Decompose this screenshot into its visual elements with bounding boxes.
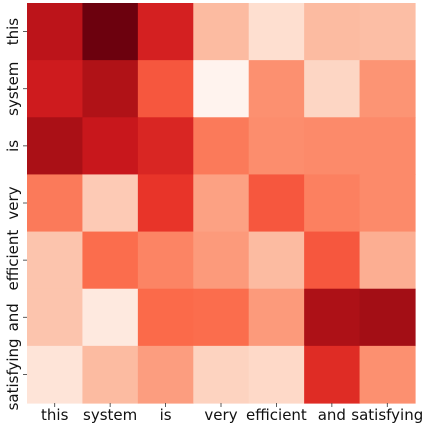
heatmap-cell-this-is [137,3,194,61]
heatmap-cell-very-is [137,174,194,233]
x-tick-label: very [204,406,237,424]
heatmap-cell-this-this [27,3,84,61]
heatmap-cell-system-is [137,60,194,118]
heatmap-cell-is-this [27,117,84,176]
heatmap-cell-efficient-is [137,231,194,290]
heatmap-cell-very-satisfying [359,174,416,233]
heatmap-cell-satisfying-this [27,345,84,404]
heatmap-cell-very-this [27,174,84,233]
heatmap-cell-and-this [27,288,84,347]
x-tick-label: this [41,406,69,424]
heatmap-cell-very-efficient [248,174,305,233]
heatmap-cell-efficient-efficient [248,231,305,290]
x-tick-label: is [160,406,172,424]
heatmap-cell-and-is [137,288,194,347]
y-tick-label: this [4,18,22,46]
x-tick-label: and [318,406,346,424]
x-tick-label: satisfying [351,406,422,424]
heatmap-cell-is-is [137,117,194,176]
heatmap-cell-system-and [304,60,361,118]
heatmap-cell-and-very [193,288,250,347]
heatmap-cell-system-system [82,60,139,118]
x-axis-ticks: this system is very efficient and satisfying [41,403,422,424]
heatmap-cell-efficient-and [304,231,361,290]
y-tick-label: very [4,186,22,219]
heatmap-cell-system-very [193,60,250,118]
heatmap-cell-this-system [82,3,139,61]
heatmap-cell-satisfying-system [82,345,139,404]
heatmap-cell-system-efficient [248,60,305,118]
heatmap-cell-efficient-system [82,231,139,290]
heatmap-cell-very-system [82,174,139,233]
y-axis-ticks: this system is very efficient and satisfying [4,18,27,410]
heatmap-cells [27,3,416,404]
heatmap-cell-is-system [82,117,139,176]
heatmap-cell-very-very [193,174,250,233]
heatmap-cell-efficient-satisfying [359,231,416,290]
heatmap-cell-is-satisfying [359,117,416,176]
heatmap-cell-is-and [304,117,361,176]
heatmap-cell-and-efficient [248,288,305,347]
heatmap-cell-satisfying-and [304,345,361,404]
heatmap-cell-very-and [304,174,361,233]
y-tick-label: efficient [4,230,22,291]
x-tick-label: system [83,406,137,424]
y-tick-label: satisfying [4,338,22,410]
heatmap-cell-efficient-very [193,231,250,290]
heatmap-cell-and-and [304,288,361,347]
heatmap-cell-satisfying-very [193,345,250,404]
heatmap-cell-system-satisfying [359,60,416,118]
heatmap-cell-this-satisfying [359,3,416,61]
heatmap-cell-satisfying-satisfying [359,345,416,404]
y-tick-label: is [4,140,22,152]
heatmap-cell-and-satisfying [359,288,416,347]
heatmap-cell-is-very [193,117,250,176]
y-tick-label: system [4,62,22,116]
heatmap-cell-is-efficient [248,117,305,176]
heatmap-cell-this-and [304,3,361,61]
heatmap-cell-this-very [193,3,250,61]
heatmap-cell-satisfying-efficient [248,345,305,404]
y-tick-label: and [4,303,22,331]
heatmap-cell-and-system [82,288,139,347]
heatmap-cell-this-efficient [248,3,305,61]
heatmap-cell-system-this [27,60,84,118]
heatmap-cell-satisfying-is [137,345,194,404]
x-tick-label: efficient [246,406,307,424]
heatmap-cell-efficient-this [27,231,84,290]
